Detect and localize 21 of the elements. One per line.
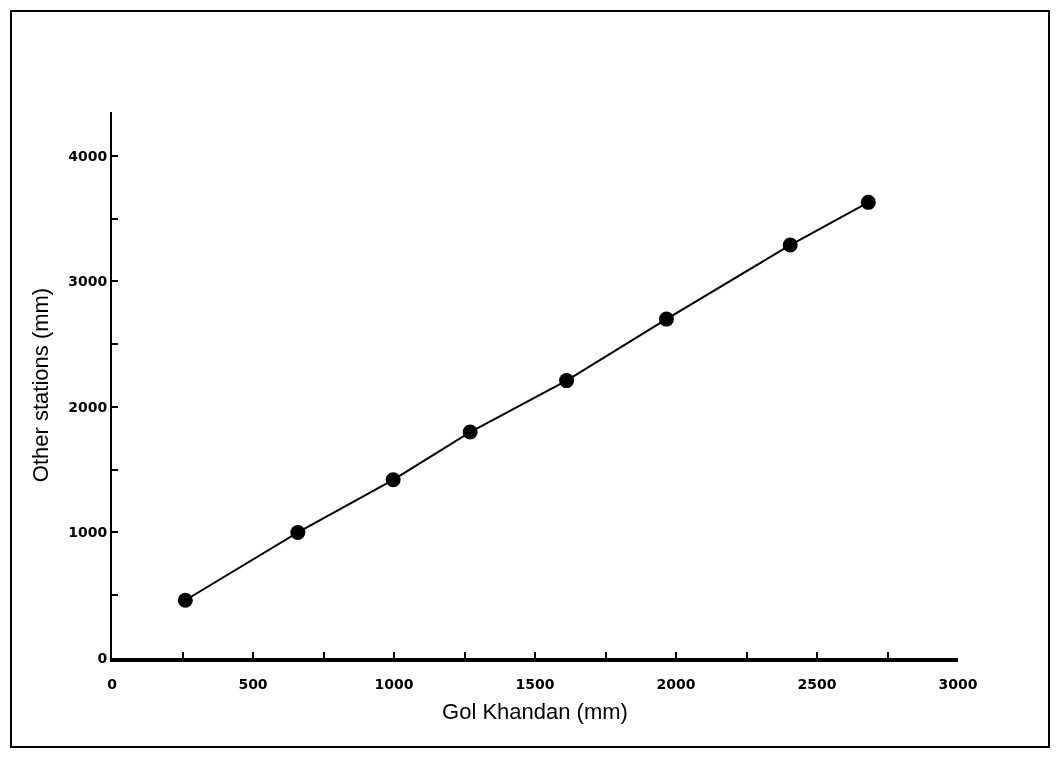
point [782,237,798,253]
x-tick-label: 500 [238,675,268,692]
point [290,524,306,540]
y-tick-label: 1000 [68,524,108,541]
point [860,194,876,210]
x-axis-title: Gol Khandan (mm) [442,699,628,725]
x-tick-label: 3000 [938,675,978,692]
y-axis-title: Other stations (mm) [27,287,53,483]
point [177,592,193,608]
x-tick-label: 1500 [515,675,555,692]
point [559,373,575,389]
y-tick-label: 3000 [68,273,108,290]
y-tick-label: 4000 [68,147,108,164]
point [462,424,478,440]
x-tick-label: 2000 [656,675,696,692]
x-tick-label: 1000 [374,675,414,692]
y-tick-label: 2000 [68,398,108,415]
y-tick-label: 0 [97,649,108,666]
point [658,311,674,327]
point [385,472,401,488]
x-tick-label: 2500 [797,675,837,692]
